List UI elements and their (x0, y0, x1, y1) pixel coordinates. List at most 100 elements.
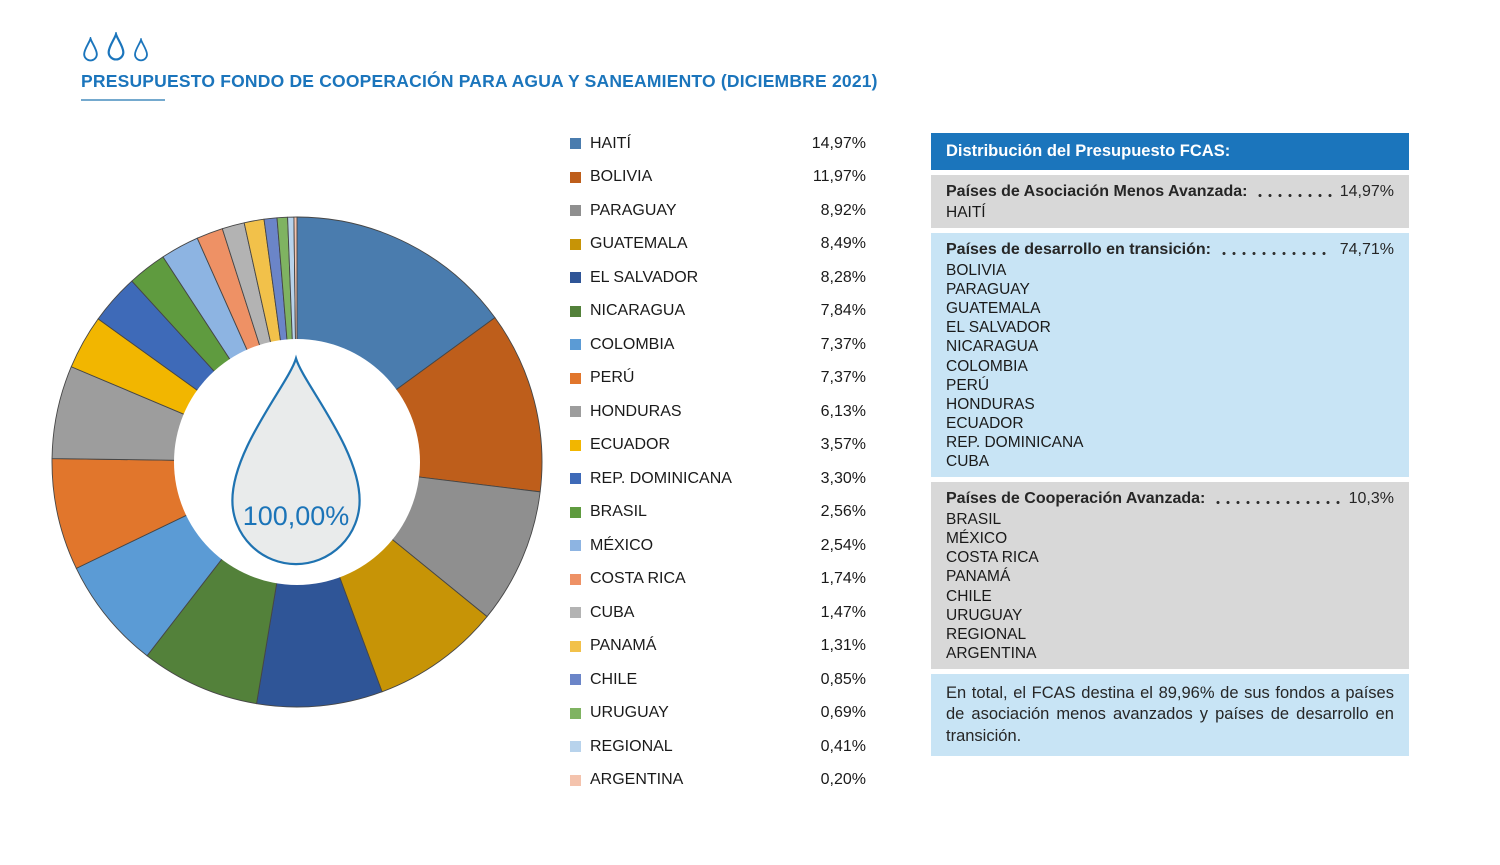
legend-value: 14,97% (811, 134, 866, 152)
legend-item: ECUADOR 3,57% (570, 429, 866, 463)
legend-label: PARAGUAY (590, 201, 677, 219)
legend-label: URUGUAY (590, 704, 669, 722)
legend-label: BRASIL (590, 503, 647, 521)
legend-swatch-colombia (570, 339, 581, 351)
legend-label: NICARAGUA (590, 302, 686, 320)
legend-value: 11,97% (812, 168, 866, 186)
legend-value: 0,85% (820, 670, 866, 688)
legend-swatch-bolivia (570, 171, 581, 183)
legend-swatch-panama (570, 640, 581, 652)
legend-item: HONDURAS 6,13% (570, 395, 866, 429)
legend-label: HAITÍ (590, 134, 631, 152)
legend-value: 7,37% (820, 369, 866, 387)
chart-center-total: 100,00% (242, 501, 350, 531)
section-heading: Países de Asociación Menos Avanzada: 14,9… (946, 183, 1394, 201)
legend-item: COSTA RICA 1,74% (570, 563, 866, 597)
panel-footer-note: En total, el FCAS destina el 89,96% de s… (931, 673, 1409, 757)
country-item-honduras: HONDURAS (946, 395, 1035, 413)
legend-value: 6,13% (820, 402, 866, 420)
legend-swatch-chile (570, 674, 581, 686)
country-item-chile: CHILE (946, 587, 992, 605)
legend-label: BOLIVIA (590, 168, 653, 186)
page-header: PRESUPUESTO FONDO DE COOPERACIÓN PARA AG… (81, 28, 878, 101)
section-heading: Países de desarrollo en transición: 74,71… (946, 241, 1394, 260)
legend-value: 1,74% (820, 570, 866, 588)
legend-label: CHILE (590, 670, 638, 688)
legend-value: 1,31% (820, 637, 866, 655)
dotted-leader (1255, 183, 1332, 201)
legend-item: PANAMÁ 1,31% (570, 630, 866, 664)
legend-label: CUBA (590, 603, 635, 621)
section-label: Países de Cooperación Avanzada: (946, 490, 1206, 508)
legend-label: HONDURAS (590, 402, 682, 420)
legend-swatch-costa-rica (570, 573, 581, 585)
country-item-nicaragua: NICARAGUA (946, 338, 1039, 356)
country-item-colombia: COLOMBIA (946, 357, 1028, 375)
country-item-guatemala: GUATEMALA (946, 300, 1041, 318)
legend-label: COLOMBIA (590, 335, 675, 353)
legend-item: NICARAGUA 7,84% (570, 295, 866, 329)
legend-value: 0,69% (820, 704, 866, 722)
legend-swatch-guatemala (570, 238, 581, 250)
panel-header: Distribución del Presupuesto FCAS: (931, 133, 1409, 170)
legend-value: 7,37% (820, 335, 866, 353)
country-item-paraguay: PARAGUAY (946, 281, 1030, 299)
legend-swatch-haiti (570, 138, 581, 150)
legend-value: 2,56% (820, 503, 866, 521)
legend-item: GUATEMALA 8,49% (570, 228, 866, 262)
water-drop-icon (134, 38, 148, 62)
legend-item: MÉXICO 2,54% (570, 529, 866, 563)
legend-swatch-el-salvador (570, 272, 581, 284)
legend-label: REP. DOMINICANA (590, 469, 732, 487)
country-item-bolivia: BOLIVIA (946, 262, 1007, 280)
legend-item: HAITÍ 14,97% (570, 127, 866, 161)
chart-legend: HAITÍ 14,97% BOLIVIA 11,97% PARAGUAY 8,92% GUA… (570, 127, 866, 797)
legend-label: PERÚ (590, 369, 635, 387)
section-label: Países de Asociación Menos Avanzada: (946, 183, 1248, 200)
legend-label: REGIONAL (590, 737, 673, 755)
legend-value: 0,41% (820, 737, 866, 755)
legend-label: ARGENTINA (590, 771, 684, 789)
legend-item: EL SALVADOR 8,28% (570, 261, 866, 295)
legend-item: PERÚ 7,37% (570, 362, 866, 396)
country-item-argentina: ARGENTINA (946, 644, 1037, 662)
legend-swatch-mexico (570, 540, 581, 552)
section-value: 10,3% (1348, 490, 1394, 508)
country-item-brasil: BRASIL (946, 511, 1002, 529)
legend-swatch-ecuador (570, 439, 581, 451)
legend-item: REGIONAL 0,41% (570, 730, 866, 764)
dotted-leader (1218, 241, 1332, 260)
legend-value: 0,20% (820, 771, 866, 789)
distribution-panel: Distribución del Presupuesto FCAS: Paíse… (931, 133, 1409, 757)
legend-item: BOLIVIA 11,97% (570, 161, 866, 195)
legend-swatch-uruguay (570, 707, 581, 719)
legend-label: ECUADOR (590, 436, 671, 454)
legend-swatch-rep-dominicana (570, 473, 581, 485)
water-drop-icon (83, 37, 98, 62)
legend-swatch-paraguay (570, 205, 581, 217)
legend-item: PARAGUAY 8,92% (570, 194, 866, 228)
legend-swatch-cuba (570, 607, 581, 619)
legend-item: ARGENTINA 0,20% (570, 764, 866, 798)
country-item-cuba: CUBA (946, 453, 990, 471)
country-item-panama: PANAMÁ (946, 568, 1011, 586)
legend-value: 8,28% (820, 268, 866, 286)
panel-section-paises-de-asociacion-menos-avanzada: Países de Asociación Menos Avanzada: 14,9… (931, 175, 1409, 229)
legend-value: 3,57% (820, 436, 866, 454)
panel-section-paises-de-desarrollo-en-transicion: Países de desarrollo en transición: 74,71… (931, 233, 1409, 478)
country-item-rep-dominicana: REP. DOMINICANA (946, 433, 1084, 451)
country-item-ecuador: ECUADOR (946, 414, 1024, 432)
legend-item: BRASIL 2,56% (570, 496, 866, 530)
section-heading: Países de Cooperación Avanzada: 10,3% (946, 490, 1394, 509)
country-item-regional: REGIONAL (946, 625, 1027, 643)
dotted-leader (1213, 490, 1341, 509)
legend-value: 7,84% (820, 302, 866, 320)
legend-value: 8,49% (820, 235, 866, 253)
country-item-el-salvador: EL SALVADOR (946, 319, 1051, 337)
country-item-costa-rica: COSTA RICA (946, 549, 1039, 567)
legend-item: CUBA 1,47% (570, 596, 866, 630)
water-drops-logo (81, 28, 878, 64)
legend-item: COLOMBIA 7,37% (570, 328, 866, 362)
page-title: PRESUPUESTO FONDO DE COOPERACIÓN PARA AG… (81, 71, 878, 91)
